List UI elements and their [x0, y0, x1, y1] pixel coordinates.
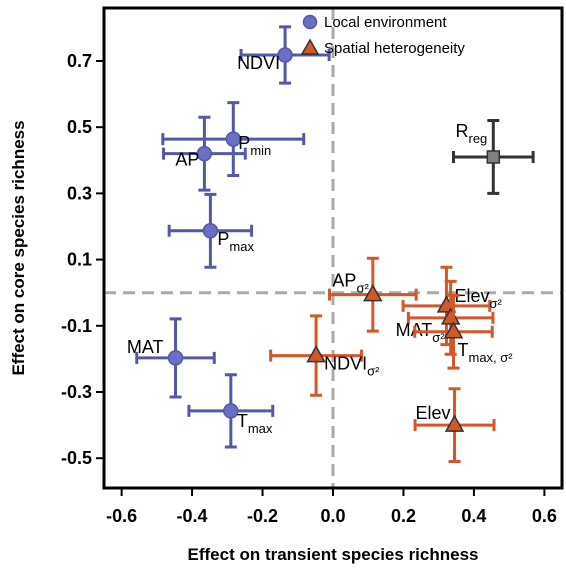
point-label-main: T [237, 411, 248, 431]
plot-frame [102, 6, 564, 490]
point-label: Pmax [217, 229, 254, 254]
y-tick-label: 0.3 [67, 183, 92, 203]
legend-label: Spatial heterogeneity [324, 40, 465, 57]
point-label: Tmax, σ² [457, 340, 513, 365]
point-label-main: T [457, 340, 468, 360]
point-label-main: P [217, 229, 229, 249]
point-label-sub: σ² [432, 330, 445, 345]
point [443, 321, 464, 339]
y-tick-label: 0.7 [67, 51, 92, 71]
x-tick-label: 0.6 [532, 506, 557, 526]
point [277, 47, 293, 63]
point-label-sub: σ² [489, 296, 502, 311]
point-label-sub: min [250, 143, 271, 158]
point-label-sub: σ² [367, 364, 380, 379]
point-label: NDVIσ² [324, 354, 380, 379]
x-tick-label: -0.4 [177, 506, 208, 526]
point-label: Pmin [238, 133, 271, 158]
point-label-main: R [456, 121, 469, 141]
point-label-main: NDVI [324, 354, 367, 374]
x-tick-label: 0.0 [320, 506, 345, 526]
point-label: AP [175, 150, 199, 170]
point [202, 223, 219, 239]
point-label: NDVI [237, 53, 280, 73]
point-label: Tmax [237, 411, 273, 436]
point-label-sub: max [248, 421, 273, 436]
point [223, 403, 239, 419]
point-label: Elev [416, 403, 451, 423]
point [444, 414, 465, 432]
point-label-main: Elev [416, 403, 451, 423]
point-label-sub: reg [469, 131, 488, 146]
x-axis-label: Effect on transient species richness [188, 545, 479, 564]
point-label-main: NDVI [237, 53, 280, 73]
y-tick-label: -0.1 [61, 316, 92, 336]
point-label-main: AP [175, 150, 199, 170]
legend-marker [300, 38, 320, 55]
point [363, 284, 383, 302]
y-tick-label: -0.3 [61, 382, 92, 402]
y-tick-label: 0.5 [67, 117, 92, 137]
point-label-sub: σ² [356, 281, 369, 296]
point [225, 131, 242, 147]
point-label-main: Elev [454, 286, 489, 306]
y-axis-label: Effect on core species richness [9, 120, 28, 375]
point-label-sub: max [229, 239, 254, 254]
y-tick-label: 0.1 [67, 250, 92, 270]
point-label-main: P [238, 133, 250, 153]
legend-marker [302, 14, 318, 30]
x-tick-label: -0.2 [247, 506, 278, 526]
x-tick-label: 0.4 [461, 506, 486, 526]
point [486, 150, 501, 164]
point-label-sub: max, σ² [468, 350, 513, 365]
y-tick-label: -0.5 [61, 448, 92, 468]
point-label-main: AP [332, 271, 356, 291]
point-label: APσ² [332, 271, 369, 296]
point-label: Rreg [456, 121, 488, 146]
point-label: MAT [127, 337, 164, 357]
point [306, 345, 326, 363]
point-label: Elevσ² [454, 286, 502, 311]
point-label-main: MAT [127, 337, 164, 357]
point [167, 350, 184, 366]
point [196, 145, 213, 162]
x-tick-label: 0.2 [391, 506, 416, 526]
legend-label: Local environment [324, 14, 447, 31]
x-tick-label: -0.6 [106, 506, 137, 526]
